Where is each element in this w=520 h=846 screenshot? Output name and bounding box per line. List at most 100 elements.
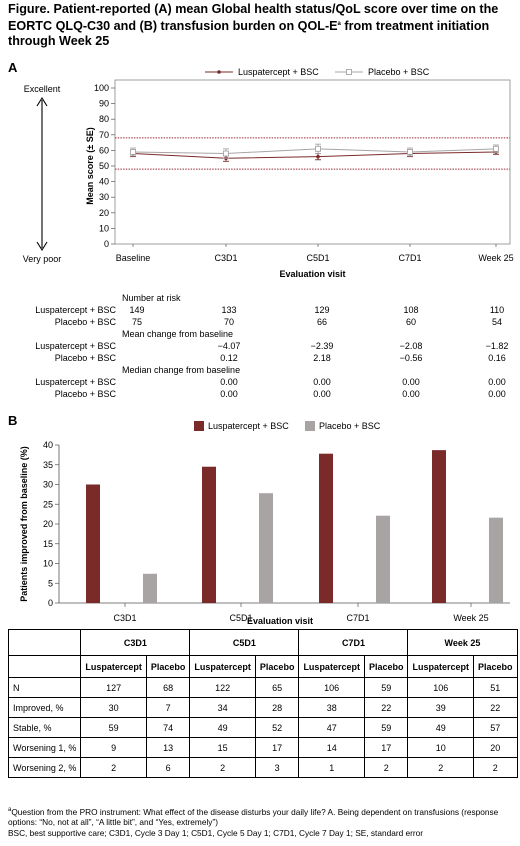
bar-chart: 0 5 10 15 20 25 30 35 40 C3D1 C5D1 C7D1 Week 25 Patie…	[19, 421, 510, 626]
results-table: C3D1 C5D1 C7D1 Week 25 Luspatercept Plac…	[7, 629, 518, 778]
line-chart: 0 10 20 30 40 50 60 70 80 90 100 Baseline C3D1 C5D1 C7…	[23, 67, 514, 279]
x-tick-label: C7D1	[398, 253, 421, 263]
table-cell: 0.00	[313, 389, 331, 399]
table-cell: 3	[254, 757, 300, 778]
table-cell: 108	[403, 305, 419, 315]
visit-header: C3D1	[80, 629, 191, 656]
table-cell: 0.12	[220, 353, 238, 363]
table-cell: 59	[363, 677, 409, 698]
table-cell: −4.07	[217, 341, 241, 351]
row-label: Improved, %	[7, 697, 82, 718]
bar	[86, 484, 100, 603]
data-point	[407, 149, 413, 155]
data-point	[493, 145, 499, 152]
x-tick-label: C3D1	[214, 253, 237, 263]
table-cell: 14	[298, 737, 365, 758]
plot-frame	[114, 79, 511, 245]
table-cell: 149	[129, 305, 145, 315]
table-cell: 68	[145, 677, 191, 698]
table-cell: −2.39	[310, 341, 334, 351]
y-tick-label: 60	[99, 145, 109, 155]
bar	[143, 573, 157, 603]
table-cell: 106	[298, 677, 365, 698]
y-tick-label: 90	[99, 99, 109, 109]
data-point	[315, 145, 321, 152]
arrow-up-icon	[36, 96, 48, 107]
panel-a-label: A	[8, 60, 18, 75]
table-row: Worsening 2, % 2 6 2 3 1 2 2 2	[7, 757, 518, 778]
scale-bottom-label: Very poor	[23, 254, 62, 264]
y-tick-label: 15	[43, 539, 53, 549]
arm-header: Placebo	[254, 655, 300, 678]
table-cell: 2	[472, 757, 518, 778]
row-label: N	[7, 677, 82, 698]
legend-label: Luspatercept + BSC	[238, 67, 319, 77]
table-cell: 28	[254, 697, 300, 718]
table-cell: 0.00	[402, 389, 420, 399]
panel-b-label: B	[8, 413, 18, 428]
section-header: Mean change from baseline	[122, 329, 234, 339]
legend-label: Luspatercept + BSC	[208, 421, 289, 431]
table-cell: 47	[298, 717, 365, 738]
arm-header: Luspatercept	[298, 655, 365, 678]
visit-header: C7D1	[298, 629, 409, 656]
visit-header: Week 25	[407, 629, 518, 656]
y-tick-label: 10	[43, 559, 53, 569]
table-cell: 129	[314, 305, 330, 315]
section-header: Number at risk	[122, 293, 181, 303]
table-cell: 0.16	[488, 353, 506, 363]
table-cell: 106	[407, 677, 474, 698]
table-cell: 10	[407, 737, 474, 758]
y-axis-label: Mean score (± SE)	[85, 127, 95, 204]
y-tick-label: 0	[48, 598, 53, 608]
table-cell: 0.00	[313, 377, 331, 387]
table-row: Worsening 1, % 9 13 15 17 14 17 10 20	[7, 737, 518, 758]
table-cell: 22	[472, 697, 518, 718]
y-tick-label: 30	[99, 192, 109, 202]
visit-header: C5D1	[189, 629, 300, 656]
data-point	[130, 149, 136, 155]
y-tick-label: 30	[43, 480, 53, 490]
results-subheader-row: Luspatercept Placebo Luspatercept Placeb…	[7, 655, 518, 678]
table-cell: 0.00	[220, 377, 238, 387]
bar	[319, 453, 333, 603]
footnote-a: aQuestion from the PRO instrument: What …	[8, 806, 499, 828]
data-point	[223, 150, 229, 157]
scale-top-label: Excellent	[24, 84, 61, 94]
table-cell: 9	[80, 737, 147, 758]
arrow-down-icon	[36, 241, 48, 252]
arm-header: Placebo	[145, 655, 191, 678]
y-tick-label: 80	[99, 114, 109, 124]
y-tick-label: 100	[94, 83, 109, 93]
x-tick-label: C7D1	[346, 613, 369, 623]
table-cell: 0.00	[402, 377, 420, 387]
x-tick-label: Week 25	[453, 613, 488, 623]
x-axis-label: Evaluation visit	[279, 269, 345, 279]
table-cell: 54	[491, 317, 502, 327]
table-cell: 51	[472, 677, 518, 698]
table-cell: 2	[363, 757, 409, 778]
table-cell: 122	[189, 677, 256, 698]
table-cell: 49	[189, 717, 256, 738]
bar	[202, 466, 216, 603]
corner-cell	[7, 629, 82, 656]
y-tick-label: 20	[43, 519, 53, 529]
table-cell: 110	[489, 305, 505, 315]
table-cell: 59	[80, 717, 147, 738]
table-cell: 2	[189, 757, 256, 778]
legend-swatch	[305, 421, 315, 431]
y-tick-label: 5	[48, 578, 53, 588]
y-axis-label: Patients improved from baseline (%)	[19, 446, 29, 602]
y-tick-label: 70	[99, 130, 109, 140]
table-cell: 52	[254, 717, 300, 738]
section-header: Median change from baseline	[122, 365, 241, 375]
footnotes: aQuestion from the PRO instrument: What …	[8, 805, 516, 838]
table-cell: −2.08	[399, 341, 423, 351]
table-cell: 39	[407, 697, 474, 718]
table-cell: 2	[80, 757, 147, 778]
table-cell: 1	[298, 757, 365, 778]
x-tick-label: C5D1	[229, 613, 252, 623]
x-tick-label: Baseline	[116, 253, 151, 263]
row-label: Luspatercept + BSC	[35, 305, 116, 315]
y-tick-label: 10	[99, 223, 109, 233]
